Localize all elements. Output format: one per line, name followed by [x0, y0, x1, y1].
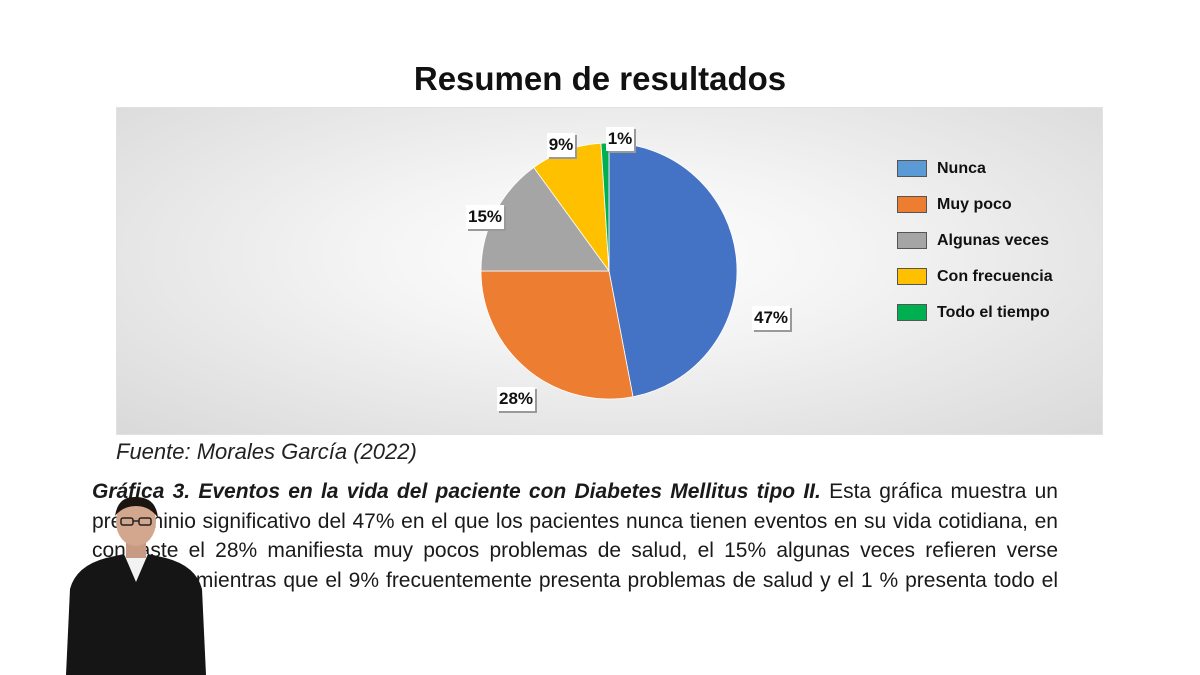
legend-label: Muy poco	[937, 196, 1012, 213]
data-label-text: 15%	[468, 207, 502, 226]
data-label-text: 47%	[754, 308, 788, 327]
data-label-todo-el-tiempo: 1%	[606, 127, 636, 153]
data-label-muy-poco: 28%	[497, 387, 537, 413]
data-label-con-frecuencia: 9%	[547, 133, 577, 159]
presenter-video-overlay	[66, 496, 206, 675]
chart-caption: Gráfica 3. Eventos en la vida del pacien…	[92, 477, 1058, 625]
legend-label: Algunas veces	[937, 232, 1050, 249]
chart-panel: 47% 28% 15% 9% 1% Nunca Muy poco Algunas vec…	[116, 107, 1103, 435]
data-label-box	[466, 205, 504, 229]
caption-lead: Gráfica 3. Eventos en la vida del pacien…	[92, 480, 821, 503]
data-label-algunas-veces: 15%	[466, 205, 506, 231]
chart-source: Fuente: Morales García (2022)	[116, 439, 417, 464]
data-label-text: 28%	[499, 389, 533, 408]
data-label-text: 1%	[608, 129, 633, 148]
chart-legend: Nunca Muy poco Algunas veces Con frecuen…	[897, 158, 1097, 338]
legend-swatch	[897, 304, 927, 321]
legend-swatch	[897, 268, 927, 285]
data-label-box	[547, 133, 575, 157]
legend-item-nunca: Nunca	[897, 158, 1097, 194]
pie-chart: 47% 28% 15% 9% 1%	[466, 127, 792, 413]
legend-label: Todo el tiempo	[937, 304, 1050, 321]
pie-slice-muy-poco	[480, 270, 634, 400]
pie-slice-nunca	[608, 142, 738, 398]
data-label-box	[752, 306, 790, 330]
data-label-box	[606, 127, 634, 151]
legend-item-muy-poco: Muy poco	[897, 194, 1097, 230]
slide-title: Resumen de resultados	[413, 60, 787, 97]
legend-item-con-frecuencia: Con frecuencia	[897, 266, 1097, 302]
data-label-text: 9%	[549, 135, 574, 154]
legend-item-todo-el-tiempo: Todo el tiempo	[897, 302, 1097, 338]
person-icon	[66, 496, 206, 675]
legend-label: Con frecuencia	[937, 268, 1053, 285]
legend-swatch	[897, 196, 927, 213]
legend-swatch	[897, 160, 927, 177]
data-label-box	[497, 387, 535, 411]
legend-swatch	[897, 232, 927, 249]
legend-item-algunas-veces: Algunas veces	[897, 230, 1097, 266]
data-label-nunca: 47%	[752, 306, 792, 332]
legend-label: Nunca	[937, 160, 986, 177]
